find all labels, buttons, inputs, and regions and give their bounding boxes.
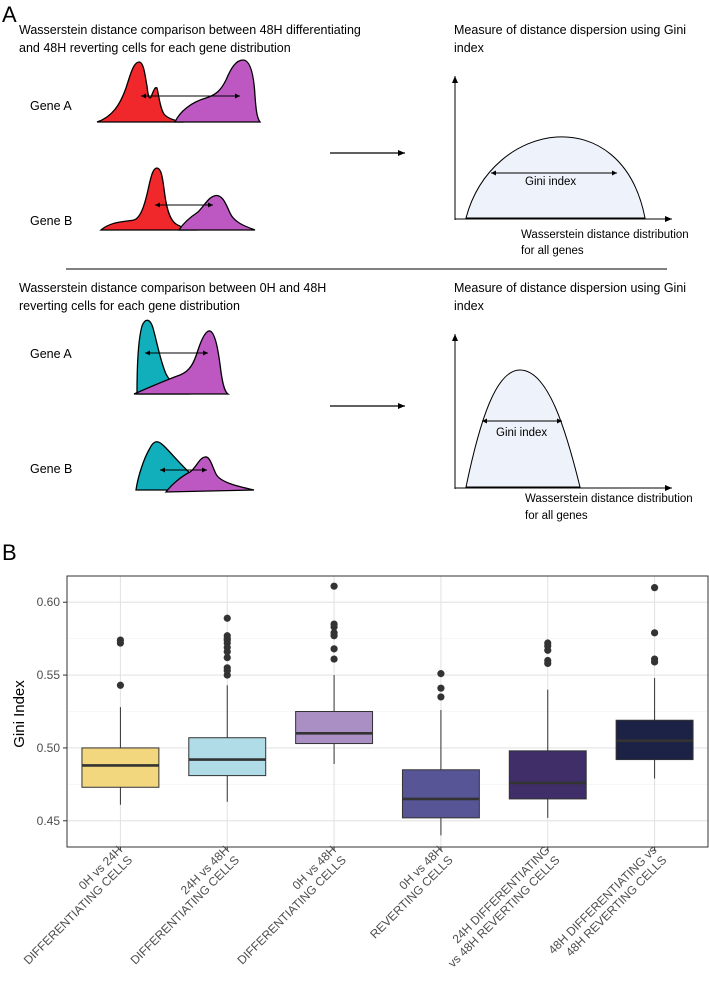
y-axis-title: Gini Index	[11, 680, 28, 748]
y-tick-label: 0.50	[37, 741, 61, 755]
box-6	[615, 584, 694, 779]
y-tick-label: 0.55	[37, 668, 61, 682]
outlier-point	[330, 645, 338, 653]
box-iqr	[401, 769, 480, 819]
bottom-gini-curve	[465, 369, 581, 488]
panel-b: B Gini Index 0.45 0.50 0.55 0.60 0H vs 24HD…	[2, 540, 709, 970]
top-caption-line1: Wasserstein distance comparison between …	[19, 23, 361, 37]
bottom-gene-a-label: Gene A	[30, 347, 72, 361]
box-iqr	[508, 750, 587, 800]
panel-b-letter: B	[2, 540, 17, 565]
x-tick-label-line2: DIFFERENTIATING CELLS	[128, 853, 242, 967]
box-2	[188, 614, 267, 802]
bottom-gene-a-purple-distribution	[133, 330, 231, 395]
y-tick-label: 0.45	[37, 814, 61, 828]
x-axis-ticks: 0H vs 24HDIFFERENTIATING CELLS 24H vs 48H…	[11, 843, 670, 970]
bottom-gene-b-label: Gene B	[30, 462, 72, 476]
x-tick-label: 48H DIFFERENTIATING vs48H REVERTING CELL…	[546, 843, 670, 967]
top-right-caption-line2: index	[454, 41, 485, 55]
outlier-point	[437, 684, 445, 692]
top-gene-a-purple-distribution	[173, 59, 262, 123]
top-xaxis-line1: Wasserstein distance distribution	[521, 229, 689, 241]
gridlines	[67, 576, 708, 847]
bottom-right-caption-line1: Measure of distance dispersion using Gin…	[454, 281, 686, 295]
outlier-point	[650, 584, 659, 592]
panel-a-letter: A	[2, 2, 17, 27]
top-xaxis-line2: for all genes	[521, 245, 584, 257]
top-caption-line2: and 48H reverting cells for each gene di…	[19, 41, 291, 55]
x-tick-label-line1: 24H DIFFERENTIATING	[450, 843, 553, 946]
x-tick-label: 0H vs 48HREVERTING CELLS	[357, 843, 455, 941]
outlier-point	[330, 620, 338, 628]
box-1	[81, 636, 160, 805]
box-5	[508, 639, 587, 818]
outlier-point	[330, 582, 338, 590]
plot-frame	[66, 575, 709, 848]
bottom-right-caption-line2: index	[454, 299, 485, 313]
y-axis-ticks: 0.45 0.50 0.55 0.60	[37, 595, 67, 828]
box-4	[401, 670, 480, 836]
x-tick-label: 0H vs 24HDIFFERENTIATING CELLS	[11, 843, 135, 967]
outlier-point	[116, 636, 125, 644]
top-gene-b-red-distribution	[99, 167, 199, 231]
bottom-caption-line2: reverting cells for each gene distributi…	[19, 299, 240, 313]
outlier-point	[544, 639, 552, 647]
x-tick-label-line2: DIFFERENTIATING CELLS	[21, 853, 135, 967]
panel-a: A Wasserstein distance comparison betwee…	[2, 2, 693, 522]
outlier-point	[650, 655, 659, 663]
outlier-point	[223, 653, 231, 662]
outlier-point	[437, 670, 445, 678]
outlier-point	[437, 693, 445, 701]
bottom-gini-label: Gini index	[496, 427, 547, 439]
x-tick-label-line1: 48H DIFFERENTIATING vs	[546, 843, 660, 957]
top-gene-a-label: Gene A	[30, 99, 72, 113]
outlier-point	[544, 656, 552, 665]
bottom-xaxis-line2: for all genes	[525, 510, 588, 522]
outlier-point	[650, 629, 659, 637]
outlier-point	[223, 614, 231, 622]
box-3	[295, 582, 374, 764]
outlier-point	[330, 655, 338, 663]
y-tick-label: 0.60	[37, 595, 61, 609]
outlier-point	[223, 664, 231, 672]
x-tick-label-line2: vs 48H REVERTING CELLS	[445, 853, 562, 970]
outlier-point	[223, 632, 231, 640]
top-gini-label: Gini index	[525, 176, 576, 188]
top-right-caption-line1: Measure of distance dispersion using Gin…	[454, 23, 686, 37]
x-tick-label-line2: DIFFERENTIATING CELLS	[234, 853, 348, 967]
x-tick-label: 0H vs 48HDIFFERENTIATING CELLS	[225, 843, 349, 967]
x-tick-label-line2: 48H REVERTING CELLS	[563, 853, 669, 959]
boxplots	[81, 582, 694, 836]
x-tick-label: 24H vs 48HDIFFERENTIATING CELLS	[118, 843, 242, 967]
top-gene-b-purple-distribution	[177, 194, 256, 231]
bottom-gene-b-purple-distribution	[164, 456, 255, 493]
outlier-point	[116, 681, 125, 689]
box-iqr	[295, 711, 374, 745]
outlier-point	[330, 629, 338, 637]
bottom-xaxis-line1: Wasserstein distance distribution	[525, 493, 693, 505]
top-gene-a-red-distribution	[96, 61, 185, 123]
top-gini-curve	[465, 136, 646, 219]
box-iqr	[81, 747, 160, 788]
box-iqr	[188, 737, 267, 777]
bottom-caption-line1: Wasserstein distance comparison between …	[19, 281, 326, 295]
top-gene-b-label: Gene B	[30, 214, 72, 228]
